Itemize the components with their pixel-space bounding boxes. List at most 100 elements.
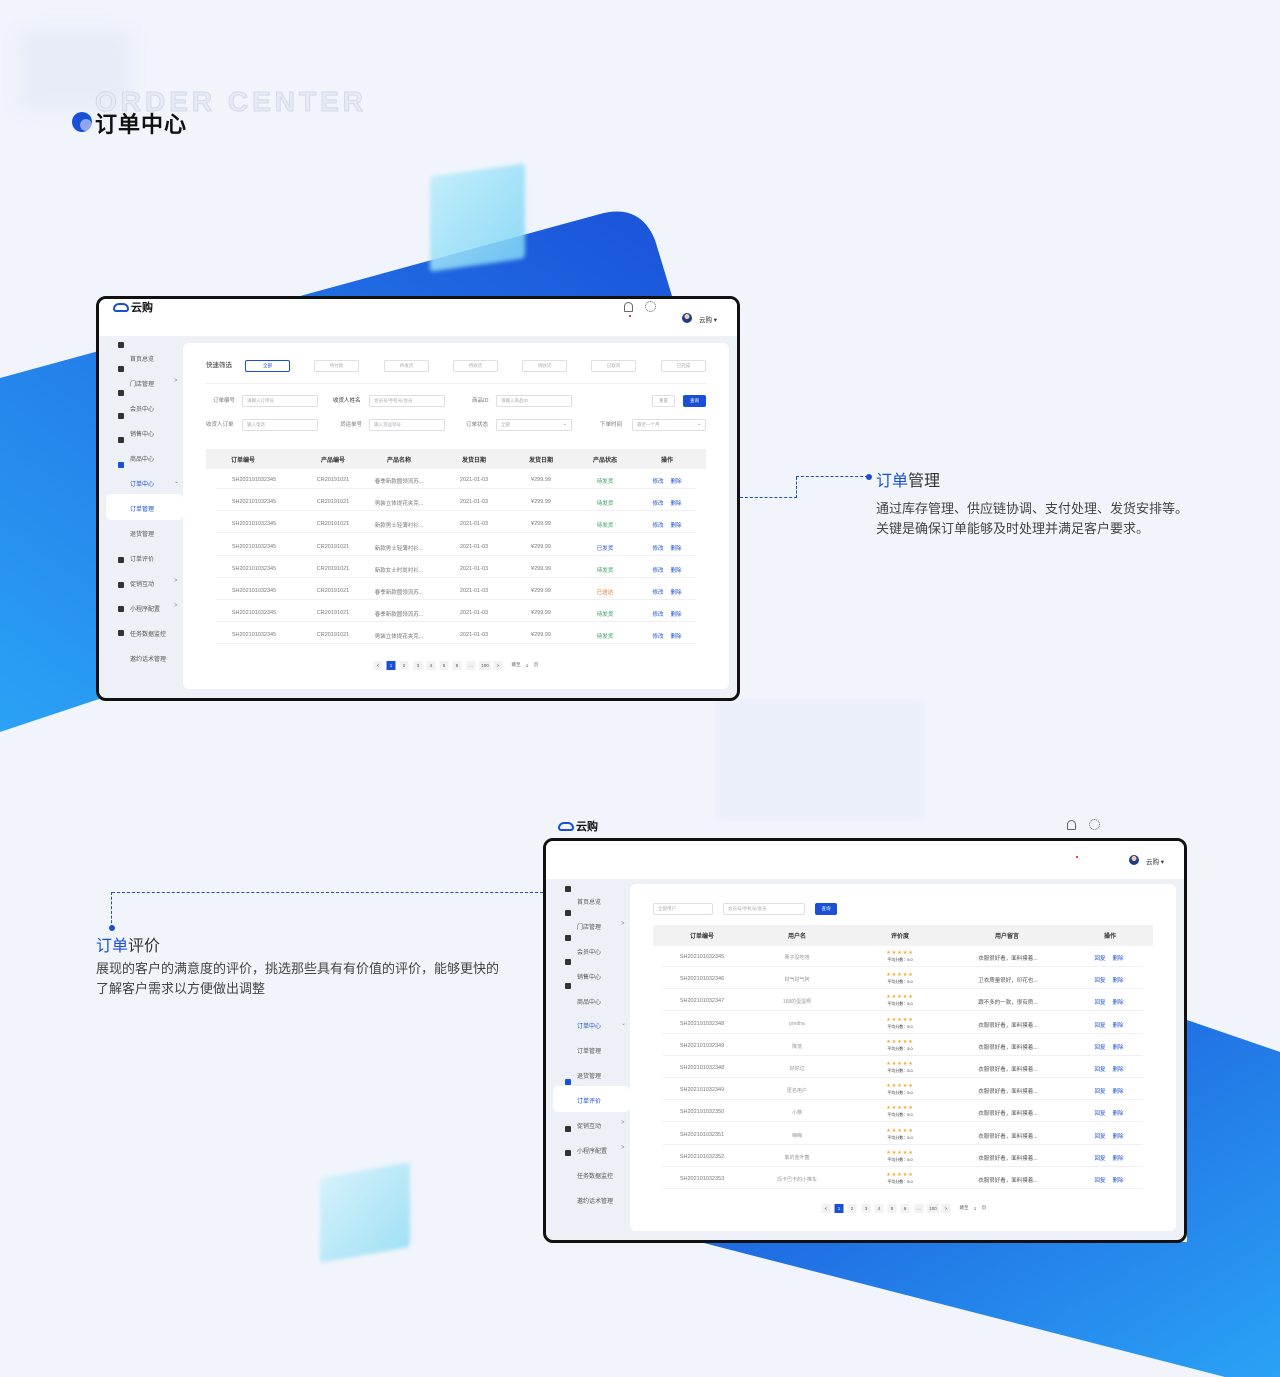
reply-link[interactable]: 回复	[1094, 1089, 1106, 1096]
quick-filter-5[interactable]: 已取消	[591, 360, 636, 372]
reply-link[interactable]: 回复	[1094, 1022, 1106, 1029]
sidebar-item-8[interactable]: 订单评价	[577, 1099, 602, 1105]
page-button[interactable]: 100	[927, 1204, 939, 1213]
next-page-button[interactable]: >	[493, 661, 503, 670]
sidebar-item-5[interactable]: 订单中心	[577, 1024, 602, 1030]
delete-link[interactable]: 删除	[670, 501, 682, 508]
delete-link[interactable]: 删除	[1112, 1178, 1124, 1184]
delete-link[interactable]: 删除	[1112, 978, 1124, 985]
sidebar-item-7[interactable]: 退货管理	[577, 1074, 602, 1080]
edit-link[interactable]: 修改	[652, 523, 664, 530]
sidebar-item-2[interactable]: 会员中心	[130, 407, 155, 413]
sidebar-item-5[interactable]: 订单中心	[130, 482, 155, 488]
page-button[interactable]: ...	[914, 1204, 924, 1213]
bell-icon[interactable]	[624, 302, 633, 312]
sidebar-item-1[interactable]: 门店管理	[130, 382, 155, 388]
page-button[interactable]: ...	[466, 661, 476, 670]
avatar[interactable]	[1129, 855, 1139, 865]
delete-link[interactable]: 删除	[670, 523, 682, 530]
quick-filter-3[interactable]: 待收货	[453, 360, 498, 372]
reset-button[interactable]: 重置	[652, 395, 675, 407]
delete-link[interactable]: 删除	[670, 634, 682, 641]
page-button[interactable]: 4	[426, 661, 436, 670]
sidebar-item-11[interactable]: 任务数据监控	[577, 1174, 614, 1180]
page-button[interactable]: 2	[399, 661, 409, 670]
reply-link[interactable]: 回复	[1094, 1133, 1106, 1140]
delete-link[interactable]: 删除	[670, 612, 682, 619]
edit-link[interactable]: 修改	[652, 612, 664, 619]
edit-link[interactable]: 修改	[652, 479, 664, 485]
prev-page-button[interactable]: <	[373, 661, 383, 670]
gear-icon[interactable]	[645, 301, 656, 312]
next-page-button[interactable]: >	[941, 1204, 951, 1213]
delete-link[interactable]: 删除	[670, 479, 682, 485]
sidebar-item-3[interactable]: 销售中心	[130, 432, 155, 438]
page-button[interactable]: 6	[452, 661, 462, 670]
sidebar-item-4[interactable]: 商品中心	[130, 457, 155, 463]
delete-link[interactable]: 删除	[670, 567, 682, 574]
quick-filter-1[interactable]: 待付款	[314, 360, 359, 372]
reply-link[interactable]: 回复	[1094, 1044, 1106, 1051]
avatar[interactable]	[682, 313, 692, 323]
status-select[interactable]: 全部	[496, 419, 572, 431]
sidebar-item-6[interactable]: 订单管理	[130, 507, 155, 513]
edit-link[interactable]: 修改	[652, 567, 664, 574]
bell-icon[interactable]	[1067, 820, 1076, 830]
user-filter-select[interactable]: 全部用户	[653, 903, 713, 915]
sidebar-item-9[interactable]: 促销互动	[577, 1124, 602, 1130]
delete-link[interactable]: 删除	[1112, 1133, 1124, 1140]
delete-link[interactable]: 删除	[1112, 1111, 1124, 1118]
page-button[interactable]: 4	[874, 1204, 884, 1213]
reply-link[interactable]: 回复	[1094, 956, 1106, 962]
product_id-input[interactable]: 请输入商品ID	[496, 395, 572, 407]
page-button[interactable]: 1	[834, 1204, 844, 1213]
sidebar-item-4[interactable]: 商品中心	[577, 1000, 602, 1006]
sidebar-item-1[interactable]: 门店管理	[577, 925, 602, 931]
receiver_name-input[interactable]: 会员号/手机号/会员	[369, 395, 445, 407]
sidebar-item-0[interactable]: 首页总览	[577, 900, 602, 906]
delete-link[interactable]: 删除	[1112, 1000, 1124, 1007]
gear-icon[interactable]	[1089, 819, 1100, 830]
reply-link[interactable]: 回复	[1094, 1178, 1106, 1184]
sidebar-item-9[interactable]: 促销互动	[130, 582, 155, 588]
member-search-input[interactable]: 会员号/手机号/会员	[723, 903, 805, 915]
page-button[interactable]: 3	[861, 1204, 871, 1213]
sidebar-item-0[interactable]: 首页总览	[130, 357, 155, 363]
page-button[interactable]: 1	[386, 661, 396, 670]
edit-link[interactable]: 修改	[652, 501, 664, 508]
jump-input[interactable]: 1	[970, 1204, 980, 1213]
delete-link[interactable]: 删除	[1112, 956, 1124, 962]
sidebar-item-12[interactable]: 邀约话术管理	[577, 1199, 614, 1205]
waybill-input[interactable]: 输入货运单号	[369, 419, 445, 431]
page-button[interactable]: 3	[413, 661, 423, 670]
user-menu[interactable]: 云购 ▾	[699, 317, 718, 324]
delete-link[interactable]: 删除	[1112, 1067, 1124, 1073]
page-button[interactable]: 5	[887, 1204, 897, 1213]
reply-link[interactable]: 回复	[1094, 978, 1106, 985]
sidebar-item-6[interactable]: 订单管理	[577, 1049, 602, 1055]
quick-filter-4[interactable]: 待收货	[522, 360, 567, 372]
prev-page-button[interactable]: <	[821, 1204, 831, 1213]
page-button[interactable]: 6	[900, 1204, 910, 1213]
delete-link[interactable]: 删除	[1112, 1044, 1124, 1051]
receiver_order-input[interactable]: 输入电话	[242, 419, 318, 431]
user-menu[interactable]: 云购 ▾	[1146, 859, 1165, 866]
query-button[interactable]: 查询	[815, 903, 837, 915]
sidebar-item-10[interactable]: 小程序配置	[577, 1149, 608, 1155]
sidebar-item-8[interactable]: 订单评价	[130, 557, 155, 563]
jump-input[interactable]: 1	[522, 661, 532, 670]
sidebar-item-10[interactable]: 小程序配置	[130, 607, 161, 613]
edit-link[interactable]: 修改	[652, 545, 664, 552]
page-button[interactable]: 100	[479, 661, 491, 670]
sidebar-item-3[interactable]: 销售中心	[577, 975, 602, 981]
quick-filter-0[interactable]: 全部	[245, 360, 290, 372]
sidebar-item-11[interactable]: 任务数据监控	[130, 632, 167, 638]
delete-link[interactable]: 删除	[670, 590, 682, 596]
sidebar-item-7[interactable]: 退货管理	[130, 532, 155, 538]
edit-link[interactable]: 修改	[652, 634, 664, 641]
sidebar-item-2[interactable]: 会员中心	[577, 950, 602, 956]
page-button[interactable]: 2	[847, 1204, 857, 1213]
quick-filter-6[interactable]: 已完成	[661, 360, 706, 372]
order_no-input[interactable]: 请输入订单号	[242, 395, 318, 407]
delete-link[interactable]: 删除	[1112, 1155, 1124, 1162]
